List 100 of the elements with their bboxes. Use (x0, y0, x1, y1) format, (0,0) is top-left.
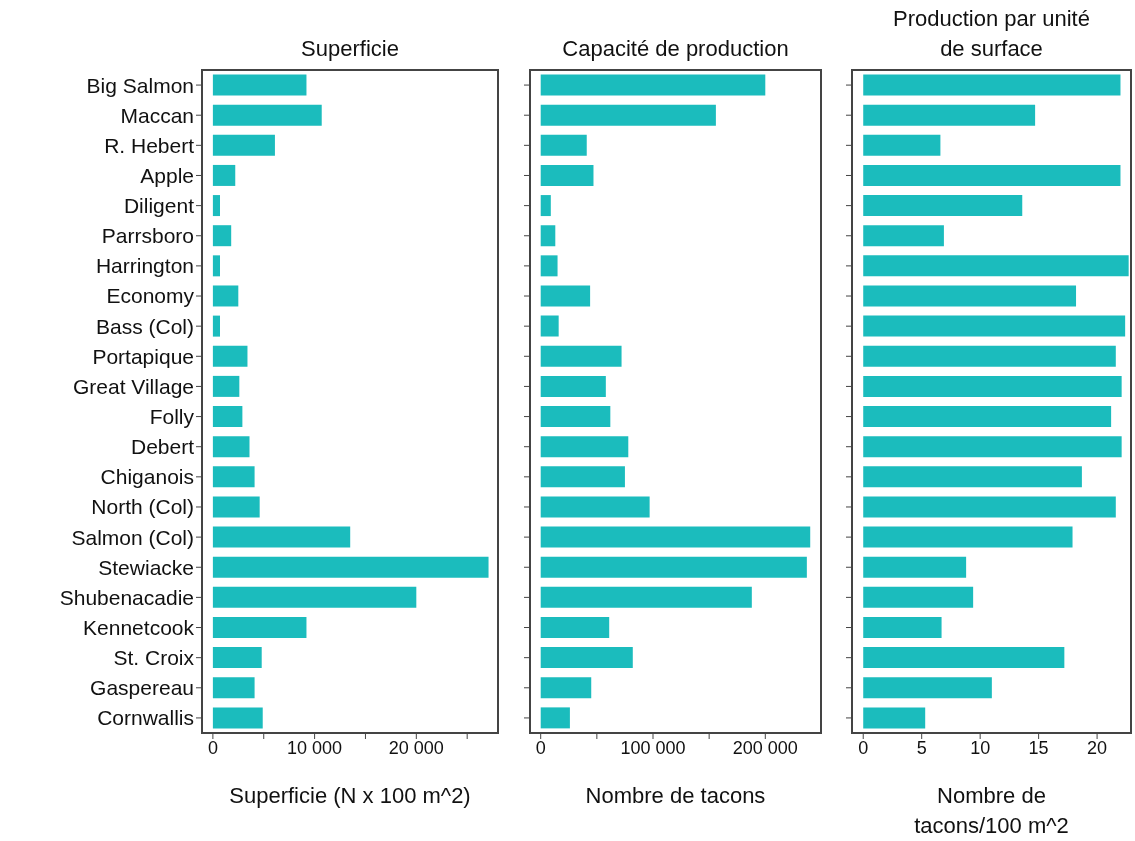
x-tick-label: 10 (970, 737, 991, 758)
y-tick-label: Stewiacke (98, 555, 194, 579)
bar (863, 285, 1077, 307)
bar (540, 496, 650, 518)
bar (863, 195, 1023, 217)
bar (540, 586, 752, 608)
bar (540, 375, 606, 397)
x-tick-label: 20 000 (388, 737, 444, 758)
bar (540, 345, 622, 367)
bar (540, 707, 570, 729)
bar (540, 285, 591, 307)
y-tick-label: Salmon (Col) (71, 525, 194, 549)
x-tick-label: 15 (1028, 737, 1049, 758)
x-tick-label: 200 000 (732, 737, 798, 758)
bar (863, 616, 942, 638)
y-tick-label: Cornwallis (97, 706, 194, 730)
y-tick-label: Portapique (92, 344, 194, 368)
y-tick-label: North (Col) (91, 495, 194, 519)
y-tick-label: R. Hebert (104, 133, 195, 157)
bar (212, 315, 220, 337)
bar (540, 164, 594, 186)
x-tick-label: 100 000 (620, 737, 686, 758)
chart-title: Capacité de production (561, 35, 790, 63)
y-tick-label: Harrington (95, 254, 194, 278)
bar (540, 677, 592, 699)
x-tick-label: 0 (207, 737, 218, 758)
bar (212, 104, 322, 126)
bar (212, 647, 262, 669)
bar (212, 556, 489, 578)
bar (212, 677, 255, 699)
bar (212, 285, 239, 307)
bar (540, 255, 558, 277)
chart-title: Superficie (300, 35, 400, 63)
bar (863, 556, 967, 578)
bar (212, 496, 260, 518)
bar (863, 406, 1112, 428)
y-tick-label: Apple (140, 163, 194, 187)
y-tick-label: Maccan (120, 103, 194, 127)
y-tick-label: Big Salmon (86, 73, 194, 97)
x-tick-label: 0 (858, 737, 869, 758)
bar (540, 406, 611, 428)
bar (863, 496, 1116, 518)
bar (863, 255, 1129, 277)
bar (863, 315, 1126, 337)
bar (212, 255, 220, 277)
chart-title: Production par unité de surface (892, 5, 1091, 63)
y-tick-label: Diligent (123, 194, 195, 218)
bar (863, 164, 1121, 186)
y-tick-label: Economy (106, 284, 195, 308)
bar (540, 225, 556, 247)
x-axis-title: Nombre de tacons (584, 782, 767, 810)
bar (863, 375, 1122, 397)
bar (863, 436, 1122, 458)
bar (540, 556, 807, 578)
y-tick-label: Gaspereau (90, 676, 194, 700)
bar (540, 134, 587, 156)
bar (863, 526, 1073, 548)
y-tick-label: Kennetcook (83, 615, 195, 639)
y-tick-label: Folly (149, 405, 195, 429)
x-axis-title: Superficie (N x 100 m^2) (228, 782, 472, 810)
bar (863, 647, 1065, 669)
bar (863, 707, 926, 729)
bar (540, 526, 811, 548)
bar (863, 134, 941, 156)
y-tick-label: Shubenacadie (59, 585, 194, 609)
y-tick-label: Great Village (72, 374, 194, 398)
x-tick-label: 20 (1087, 737, 1108, 758)
bar (212, 707, 263, 729)
bar (863, 104, 1036, 126)
bar (212, 466, 255, 488)
bar (540, 104, 716, 126)
bar (540, 315, 559, 337)
x-axis-title: Nombre de tacons/100 m^2 (913, 782, 1070, 840)
bar (212, 526, 351, 548)
bar (540, 74, 766, 96)
bar (212, 134, 275, 156)
bar (212, 195, 220, 217)
bar (863, 586, 974, 608)
bar (212, 616, 307, 638)
x-tick-label: 5 (916, 737, 927, 758)
bar (863, 74, 1121, 96)
bar (212, 345, 248, 367)
bar (863, 345, 1116, 367)
y-tick-label: Debert (130, 435, 195, 459)
bar (863, 225, 944, 247)
bar (540, 616, 610, 638)
bar (212, 164, 236, 186)
bar (212, 74, 307, 96)
bar (212, 225, 232, 247)
bar (540, 647, 633, 669)
bar (212, 586, 417, 608)
y-tick-label: Parrsboro (101, 224, 194, 248)
x-tick-label: 0 (535, 737, 546, 758)
y-tick-label: Chiganois (100, 465, 194, 489)
bar (863, 466, 1082, 488)
bar (212, 375, 240, 397)
bar (540, 195, 551, 217)
x-tick-label: 10 000 (287, 737, 343, 758)
bar (212, 436, 250, 458)
bar (540, 466, 625, 488)
